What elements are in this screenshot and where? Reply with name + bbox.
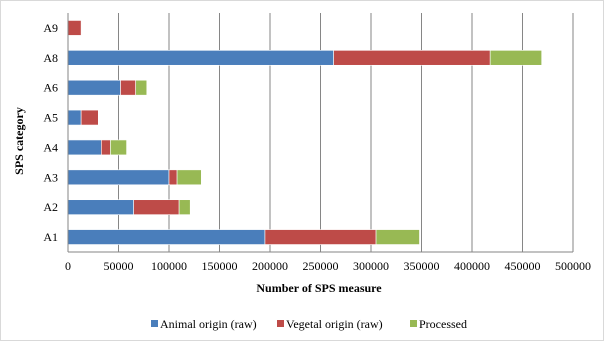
- x-tick-label: 500000: [555, 259, 591, 273]
- x-tick-label: 50000: [104, 259, 134, 273]
- legend-swatch-2: [277, 320, 284, 327]
- bar-A2-animal: [67, 199, 134, 215]
- x-tick-label: 400000: [454, 259, 490, 273]
- x-tick-label: 150000: [202, 259, 238, 273]
- bar-A3-animal: [67, 169, 170, 186]
- bar-A8-vegetal: [333, 50, 491, 66]
- bar-A6-animal: [67, 79, 121, 96]
- axes: [67, 13, 573, 253]
- legend: Animal origin (raw) Vegetal origin (raw) P…: [151, 317, 467, 331]
- legend-label-1: Animal origin (raw): [160, 317, 257, 331]
- bar-A9-vegetal: [67, 20, 82, 36]
- bar-A2-processed: [178, 199, 191, 215]
- x-tick-label: 100000: [151, 259, 187, 273]
- bar-A4-processed: [110, 139, 127, 156]
- x-axis-title: Number of SPS measure: [256, 281, 382, 295]
- y-tick-label: A9: [43, 21, 58, 35]
- bar-A2-vegetal: [133, 199, 180, 215]
- legend-swatch-1: [151, 320, 158, 327]
- y-tick-label: A8: [43, 51, 58, 65]
- y-tick-label: A1: [43, 230, 58, 244]
- bar-A5-vegetal: [80, 109, 99, 126]
- bar-A8-animal: [67, 50, 334, 66]
- bar-A1-vegetal: [264, 229, 377, 245]
- y-tick-label: A4: [43, 140, 58, 154]
- bar-A1-animal: [67, 229, 266, 245]
- legend-label-2: Vegetal origin (raw): [286, 317, 383, 331]
- x-tick-label: 450000: [505, 259, 541, 273]
- y-tick-label: A5: [43, 111, 58, 125]
- bar-A4-vegetal: [101, 139, 111, 156]
- x-tick-label: 300000: [353, 259, 389, 273]
- bars: [67, 20, 542, 245]
- bar-A8-processed: [489, 50, 542, 66]
- x-tick-label: 350000: [404, 259, 440, 273]
- bar-A3-processed: [176, 169, 202, 186]
- y-tick-label: A2: [43, 200, 58, 214]
- y-tick-label: A3: [43, 170, 58, 184]
- bar-A5-animal: [67, 109, 82, 126]
- bar-A4-animal: [67, 139, 102, 156]
- x-tick-label: 250000: [303, 259, 339, 273]
- legend-label-3: Processed: [419, 317, 467, 331]
- legend-swatch-3: [410, 320, 417, 327]
- y-tick-label: A6: [43, 81, 58, 95]
- y-axis-title: SPS category: [12, 107, 26, 175]
- bar-A1-processed: [375, 229, 420, 245]
- y-tick-labels: A1 A2 A3 A4 A5 A6 A8 A9: [43, 21, 58, 244]
- x-tick-label: 200000: [252, 259, 288, 273]
- x-tick-label: 0: [65, 259, 71, 273]
- bar-A3-vegetal: [168, 169, 178, 186]
- x-tick-labels: 0 50000 100000 150000 200000 250000 300000 3500…: [65, 259, 591, 273]
- gridlines: [118, 13, 574, 252]
- bar-A6-vegetal: [120, 79, 136, 96]
- bar-A6-processed: [135, 79, 148, 96]
